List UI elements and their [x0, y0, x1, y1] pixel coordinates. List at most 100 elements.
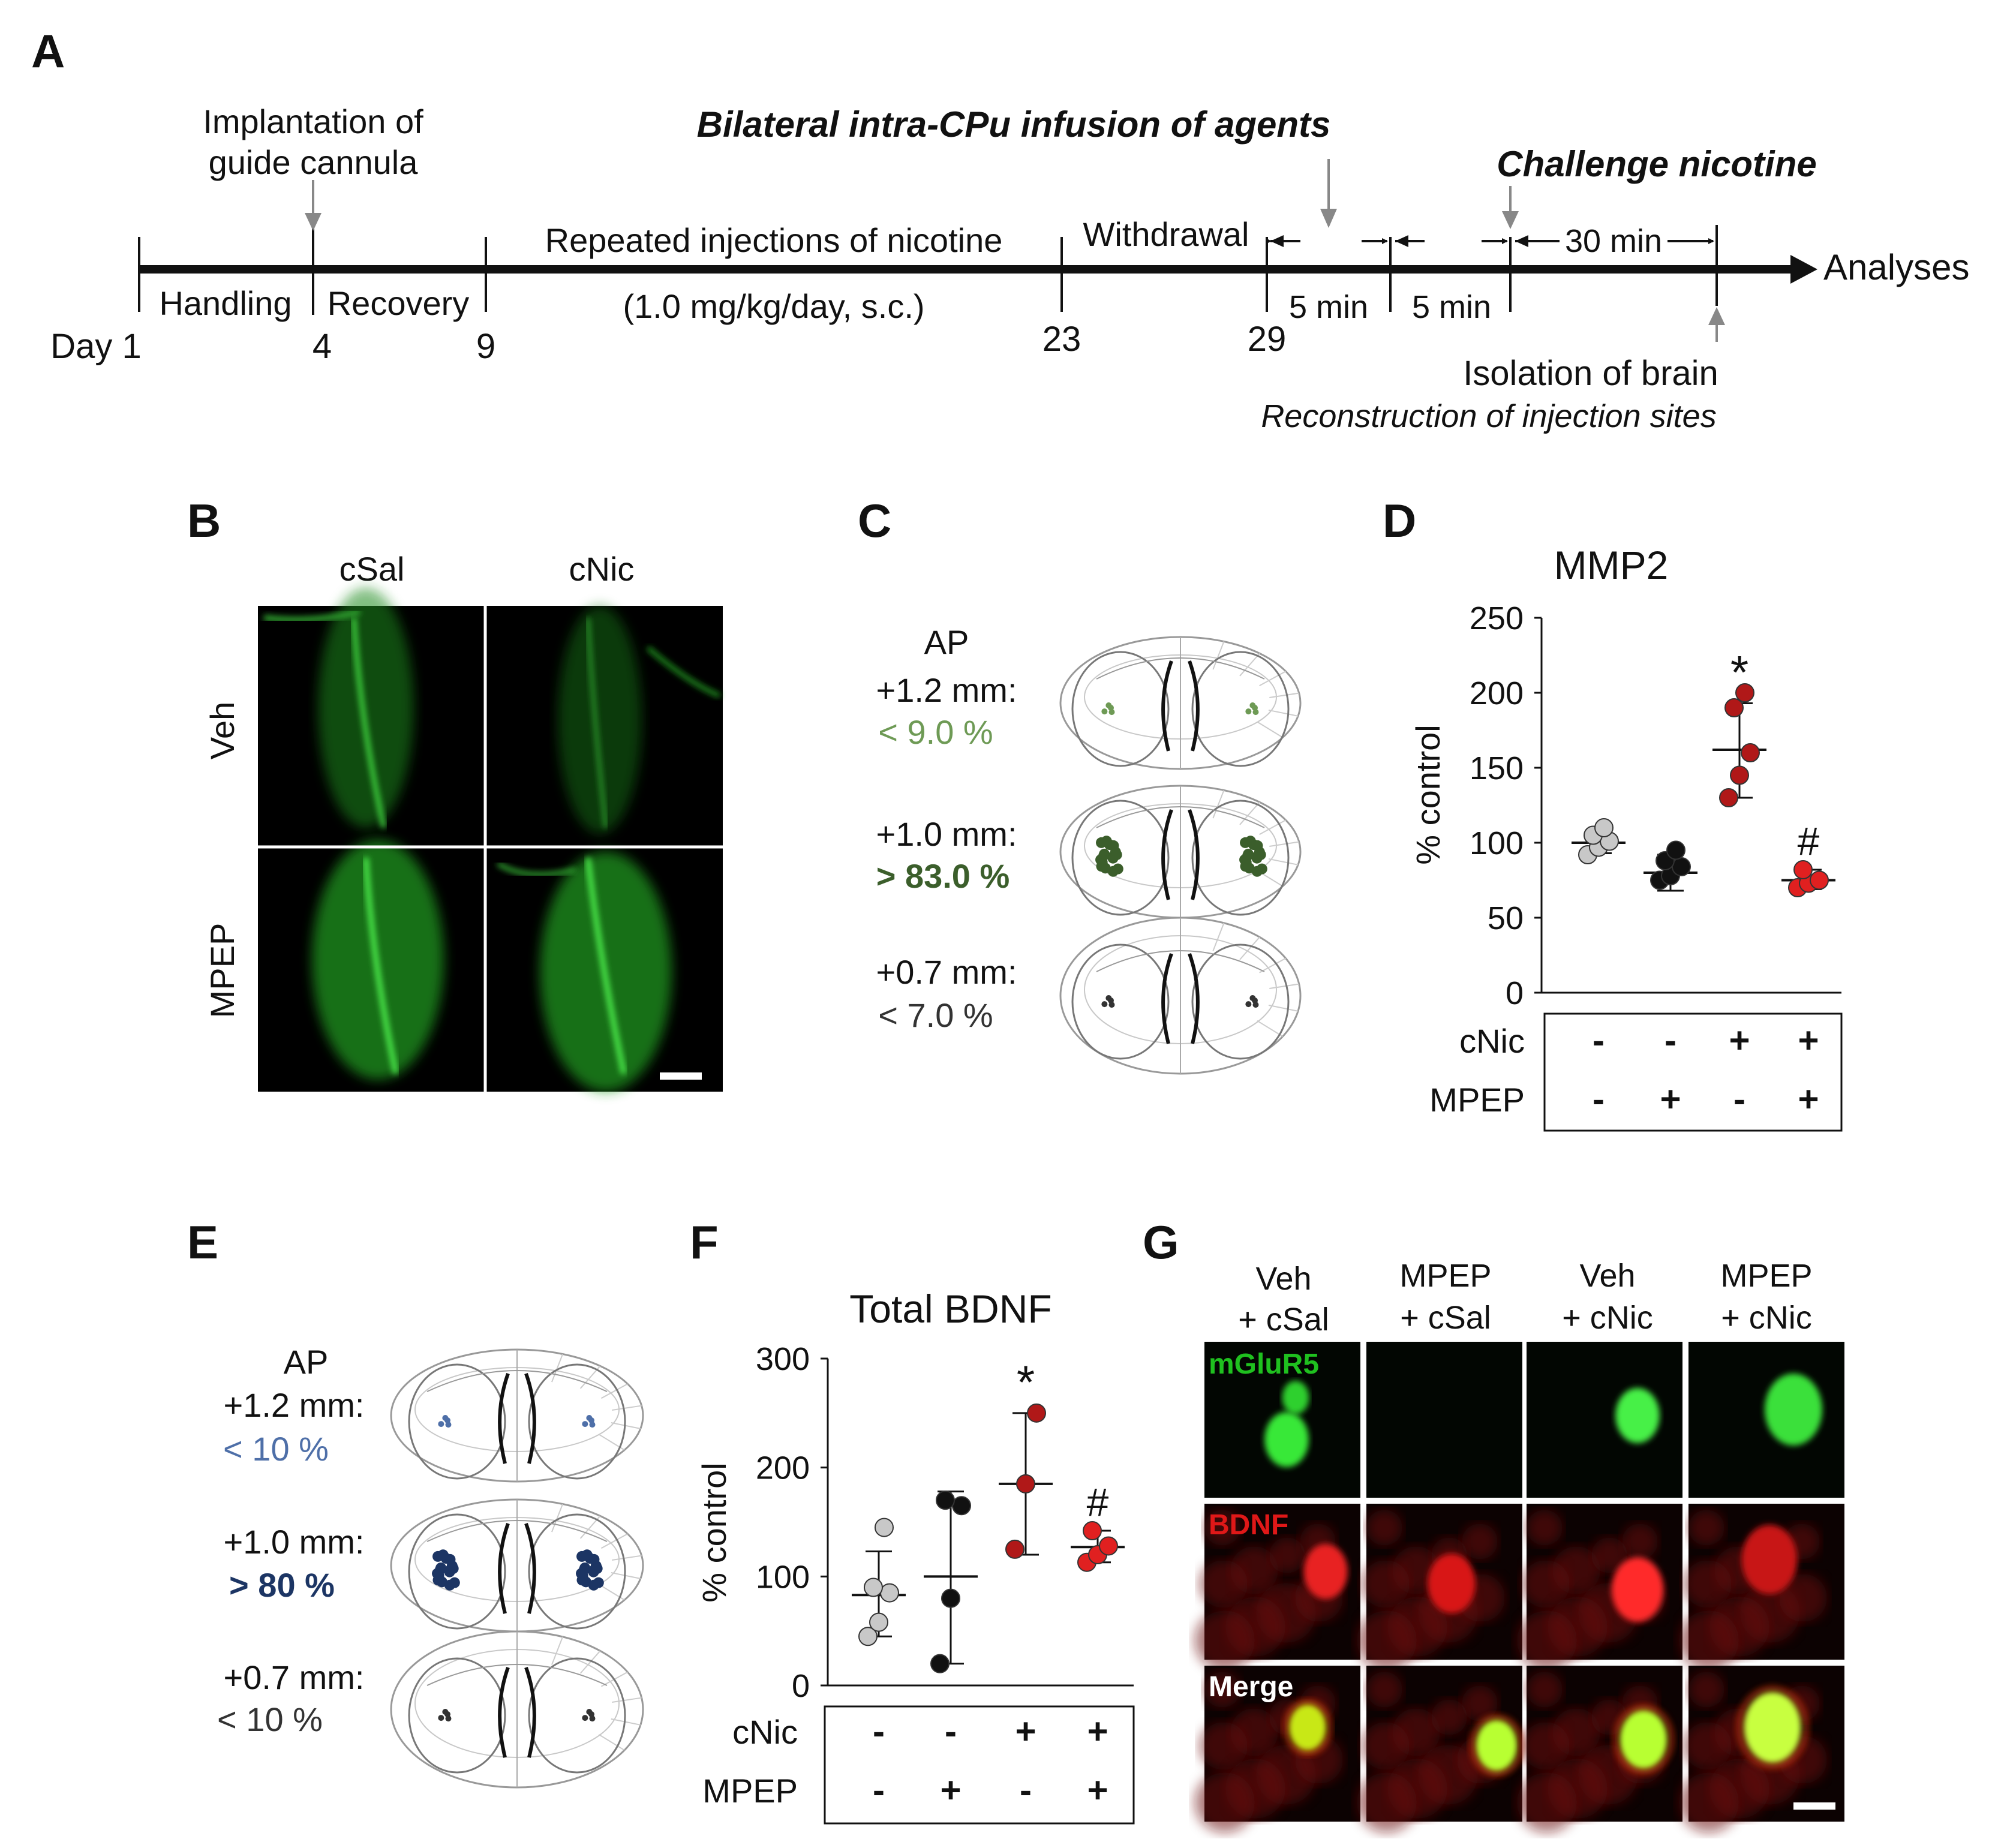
y-tick-label-1-0: 0: [792, 1668, 810, 1704]
micrograph-mpep-csal: [312, 840, 444, 1080]
isolation-label: Isolation of brain: [1463, 354, 1718, 393]
data-point-0-3-2: [1810, 870, 1829, 890]
confocal-cell-r0-c2: [1527, 1342, 1682, 1498]
y-axis-label-mmp2: % control: [1409, 725, 1447, 864]
data-point-1-1-3: [936, 1491, 955, 1510]
row-label-mglur5: mGluR5: [1209, 1348, 1319, 1380]
level-2-label-c: +1.0 mm:: [876, 815, 1017, 853]
data-point-0-2-3: [1724, 698, 1744, 717]
percent-3-label-e: < 10 %: [217, 1700, 323, 1738]
panel-label-f: F: [690, 1216, 719, 1269]
panel-c: C AP +1.2 mm: < 9.0 % +1.0 mm: > 83.0 % …: [858, 494, 1302, 1075]
percent-1-label-e: < 10 %: [223, 1430, 329, 1468]
confocal-cell-r2-c1: [1357, 1666, 1524, 1832]
brain-section-e-1: [390, 1348, 644, 1483]
row-label-merge: Merge: [1209, 1671, 1293, 1703]
significance-star-1: *: [1017, 1356, 1035, 1408]
col-3b-label-g: + cNic: [1562, 1300, 1653, 1336]
mpep-sign-1-3: +: [1087, 1770, 1108, 1810]
handling-label: Handling: [159, 284, 292, 322]
confocal-cell-r2-c2: [1517, 1666, 1682, 1832]
mpep-sign-1-2: -: [1020, 1770, 1032, 1810]
confocal-cell-r1-c1: [1357, 1504, 1522, 1670]
confocal-cell-r0-c1: [1264, 1342, 1522, 1498]
confocal-grid: [1195, 1342, 1844, 1832]
ap-label-e: AP: [284, 1343, 329, 1381]
y-tick-label-0-3: 150: [1470, 750, 1524, 786]
panel-label-c: C: [858, 494, 891, 547]
data-point-0-0-4: [1594, 818, 1614, 837]
guide-cannula-label: guide cannula: [209, 143, 419, 181]
data-point-1-3-2: [1099, 1536, 1118, 1556]
y-tick-label-0-0: 0: [1506, 975, 1524, 1011]
y-tick-label-0-5: 250: [1470, 600, 1524, 636]
analyses-label: Analyses: [1823, 247, 1969, 287]
data-point-0-2-1: [1730, 765, 1749, 785]
data-point-1-0-0: [858, 1627, 878, 1646]
y-tick-label-1-2: 200: [756, 1450, 810, 1486]
y-tick-label-1-1: 100: [756, 1559, 810, 1595]
cnic-sign-1-0: -: [873, 1711, 885, 1751]
data-point-1-2-1: [1016, 1474, 1035, 1494]
data-point-1-0-4: [875, 1518, 894, 1537]
factor-label-mpep-0: MPEP: [1429, 1081, 1525, 1119]
brain-section-e-2: [390, 1498, 644, 1633]
panel-label-e: E: [187, 1216, 218, 1269]
ap-label-c: AP: [924, 623, 969, 661]
mpep-sign-0-1: +: [1660, 1079, 1681, 1119]
mpep-sign-0-0: -: [1593, 1079, 1605, 1119]
panel-label-b: B: [187, 494, 221, 547]
data-point-1-1-0: [930, 1654, 950, 1673]
five-min-a-label: 5 min: [1289, 289, 1368, 325]
col-4a-label-g: MPEP: [1720, 1258, 1812, 1294]
data-point-0-2-2: [1741, 743, 1760, 762]
day4-label: 4: [313, 327, 332, 366]
cnic-sign-1-1: -: [945, 1711, 957, 1751]
y-tick-label-1-3: 300: [756, 1341, 810, 1377]
col-label-cnic: cNic: [569, 550, 635, 588]
row-label-veh: Veh: [203, 702, 241, 760]
dose-label: (1.0 mg/kg/day, s.c.): [623, 287, 924, 325]
mpep-sign-0-2: -: [1733, 1079, 1745, 1119]
significance-hash-1: #: [1087, 1480, 1109, 1524]
cnic-sign-0-0: -: [1593, 1020, 1605, 1060]
timeline-grey-arrows: [305, 159, 1725, 342]
y-tick-label-0-4: 200: [1470, 675, 1524, 711]
mpep-sign-0-3: +: [1798, 1079, 1819, 1119]
col-1a-label-g: Veh: [1255, 1261, 1311, 1297]
factor-label-mpep-1: MPEP: [702, 1772, 798, 1810]
reconstruction-label: Reconstruction of injection sites: [1261, 398, 1716, 434]
day29-label: 29: [1248, 320, 1287, 359]
brain-section-e-3: [390, 1630, 644, 1789]
col-1b-label-g: + cSal: [1238, 1302, 1329, 1338]
mpep-sign-1-0: -: [873, 1770, 885, 1810]
data-point-1-0-3: [864, 1577, 883, 1597]
scale-bar-g: [1793, 1802, 1835, 1810]
level-1-label-e: +1.2 mm:: [224, 1386, 365, 1424]
data-point-0-2-0: [1719, 788, 1738, 807]
significance-hash-0: #: [1798, 819, 1820, 863]
day1-label: Day 1: [50, 327, 142, 366]
data-point-1-3-3: [1083, 1521, 1102, 1541]
factor-label-cnic-1: cNic: [732, 1713, 798, 1751]
factor-label-cnic-0: cNic: [1459, 1022, 1525, 1060]
panel-b: B cSal cNic Veh MPEP: [187, 494, 723, 1092]
y-tick-label-0-2: 100: [1470, 825, 1524, 861]
confocal-cell-r1-c2: [1517, 1504, 1682, 1670]
percent-3-label-c: < 7.0 %: [878, 996, 993, 1034]
challenge-label: Challenge nicotine: [1497, 144, 1816, 184]
repeated-label: Repeated injections of nicotine: [545, 221, 1003, 259]
col-label-csal: cSal: [339, 550, 405, 588]
cnic-sign-0-2: +: [1729, 1020, 1750, 1060]
brain-section-c-1: [1059, 636, 1302, 770]
panel-label-a: A: [31, 25, 65, 77]
y-axis-label-bdnf: % control: [695, 1462, 733, 1602]
panel-label-g: G: [1143, 1216, 1179, 1269]
micrograph-veh-cnic: [558, 606, 721, 834]
data-point-1-2-2: [1027, 1403, 1046, 1423]
implantation-label: Implantation of: [203, 103, 423, 140]
confocal-cell-r2-c0: [1195, 1666, 1360, 1832]
level-3-label-e: +0.7 mm:: [224, 1658, 365, 1696]
brain-sections-e: [390, 1348, 644, 1789]
day9-label: 9: [476, 327, 495, 366]
